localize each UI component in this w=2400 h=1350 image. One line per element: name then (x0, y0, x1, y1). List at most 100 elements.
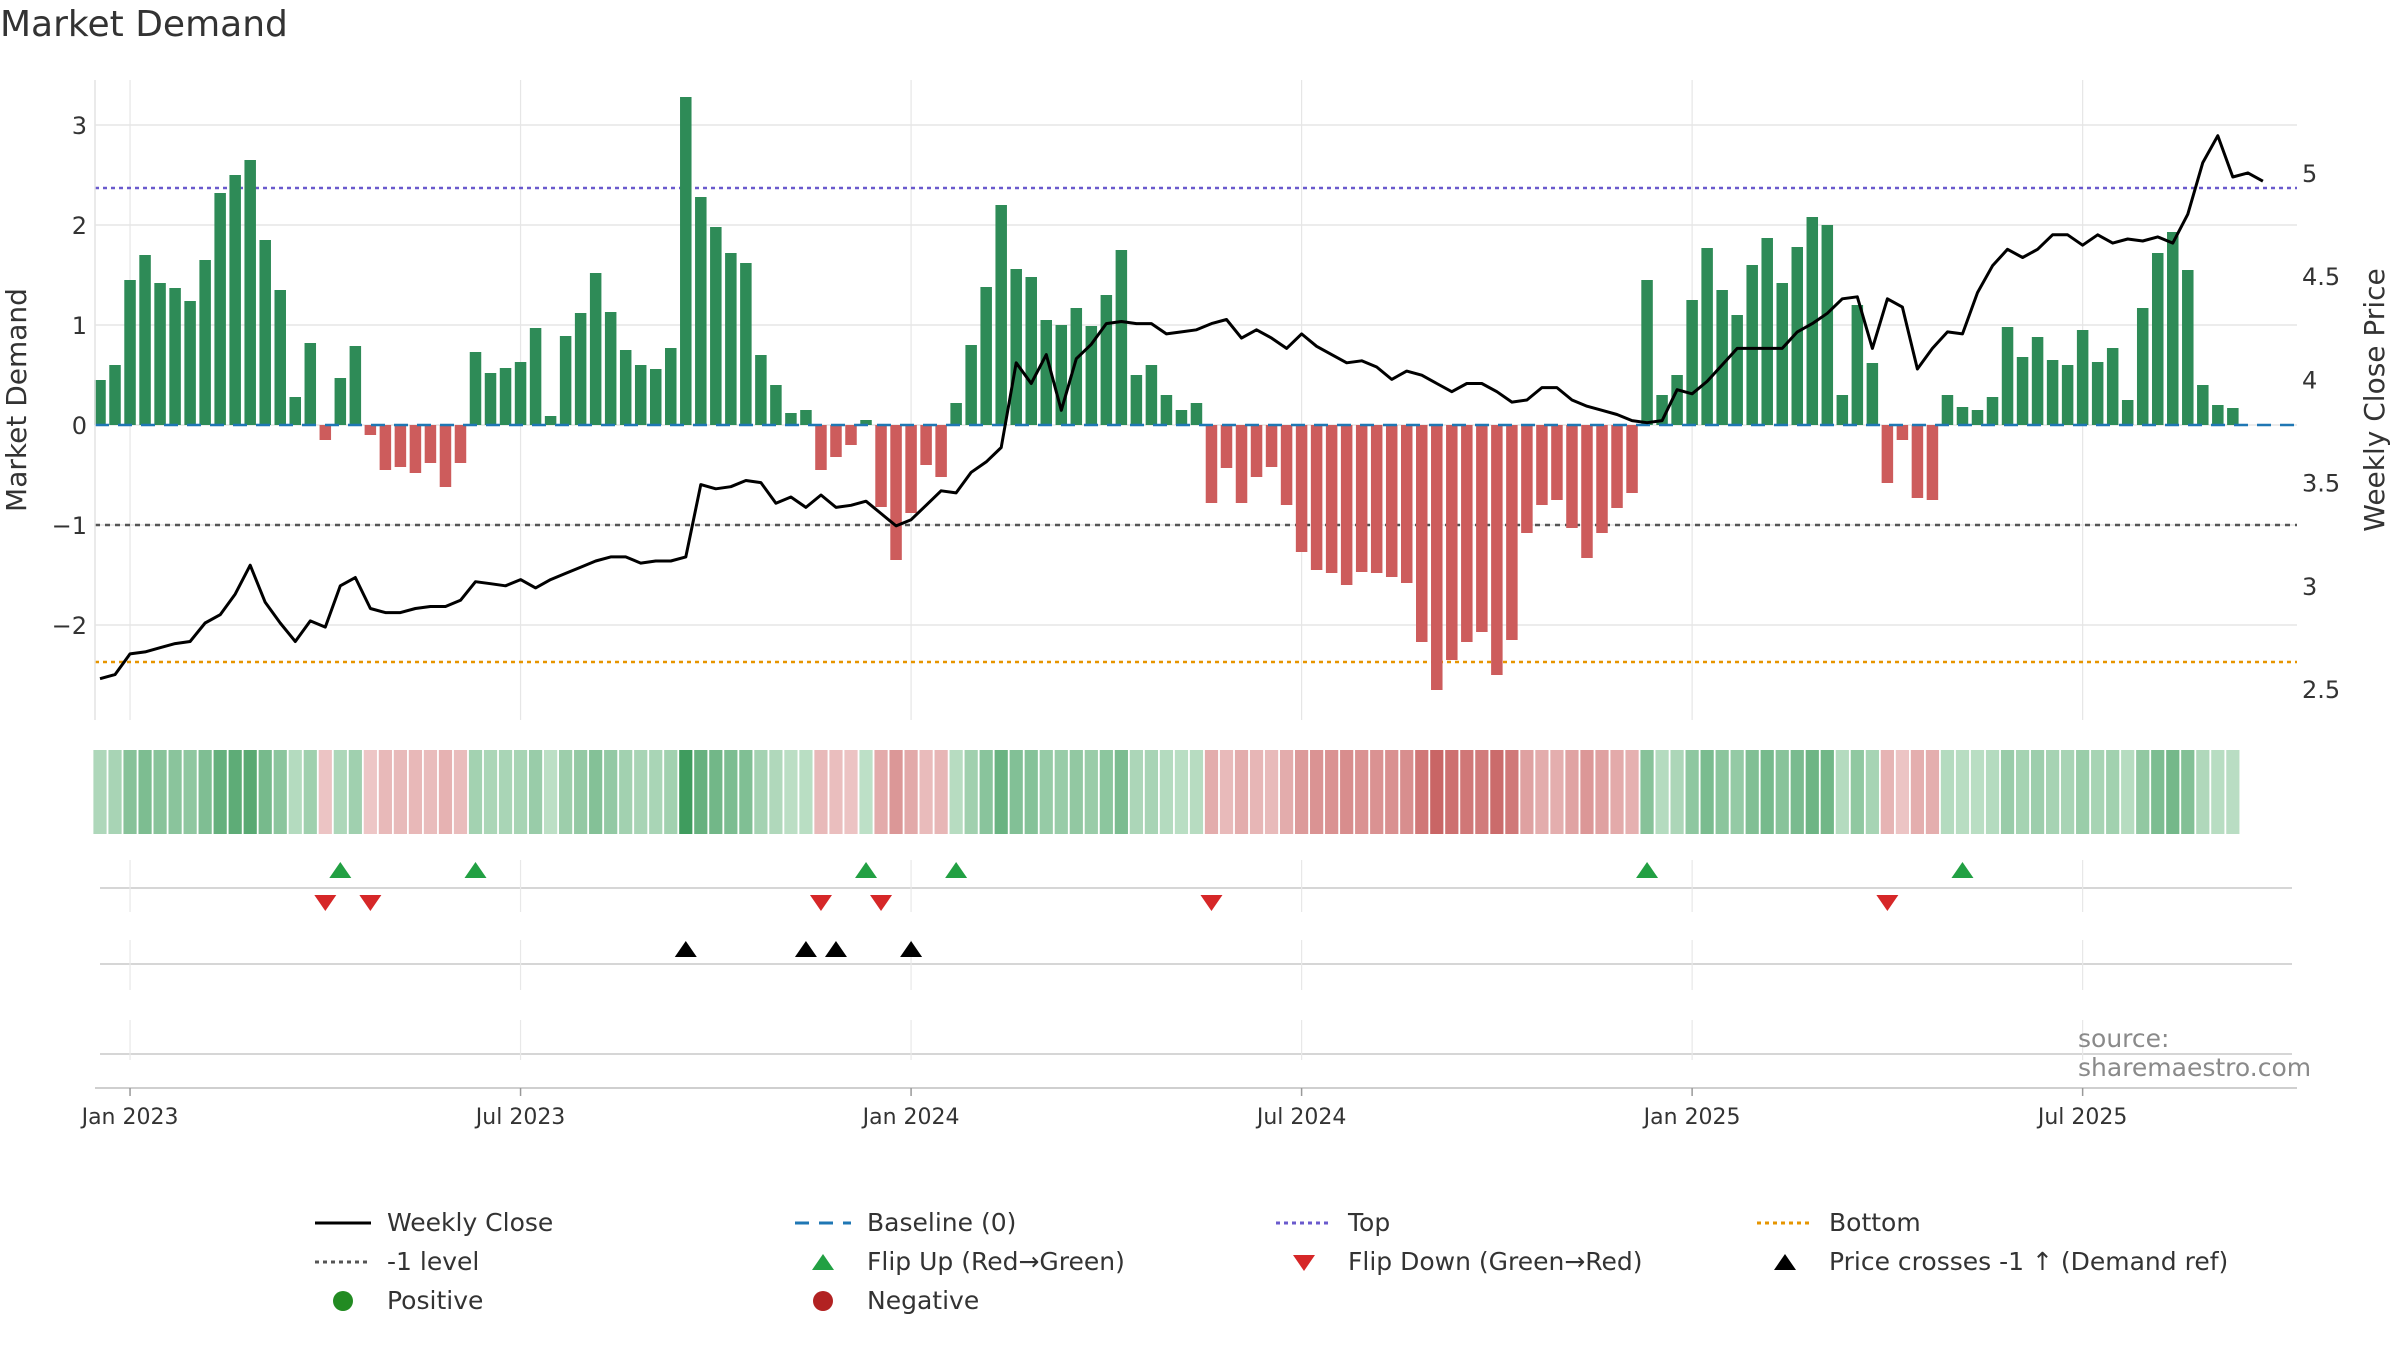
strip-cell (784, 750, 798, 834)
strip-cell (273, 750, 287, 834)
demand-bar (1626, 425, 1638, 493)
demand-bar (1265, 425, 1278, 467)
demand-bar (1536, 425, 1548, 505)
demand-bar (169, 288, 181, 425)
demand-heat-strip (93, 750, 2240, 834)
strip-cell (2181, 750, 2195, 834)
strip-cell (634, 750, 648, 834)
strip-cell (814, 750, 828, 834)
demand-bar (154, 283, 166, 425)
strip-cell (1985, 750, 2000, 834)
demand-bar (1761, 238, 1773, 425)
demand-bar (184, 301, 196, 425)
legend-label: Flip Down (Green→Red) (1348, 1247, 1643, 1276)
price-cross-marker (674, 941, 697, 957)
demand-bar (935, 425, 947, 477)
demand-bar (1280, 425, 1293, 505)
strip-cell (1670, 750, 1684, 834)
demand-bar (950, 403, 962, 425)
strip-cell (1490, 750, 1504, 834)
demand-bars (94, 97, 2239, 690)
strip-cell (1430, 750, 1444, 834)
strip-cell (303, 750, 317, 834)
strip-cell (1445, 750, 1459, 834)
strip-cell (453, 750, 468, 834)
strip-cell (378, 750, 392, 834)
right-axis-title: Weekly Close Price (2358, 268, 2391, 531)
demand-bar (469, 352, 482, 425)
demand-bar (1956, 407, 1969, 425)
demand-bar (920, 425, 932, 465)
strip-cell (1249, 750, 1264, 834)
demand-bar (815, 425, 827, 470)
demand-bar (980, 287, 992, 425)
strip-cell (1039, 750, 1053, 834)
strip-cell (2030, 750, 2045, 834)
strip-cell (258, 750, 272, 834)
demand-bar (454, 425, 467, 463)
strip-cell (1535, 750, 1549, 834)
strip-cell (829, 750, 843, 834)
demand-bar (394, 425, 407, 467)
strip-cell (1129, 750, 1143, 834)
tri-up-swatch-icon (1774, 1253, 1796, 1270)
strip-cell (2166, 750, 2180, 834)
strip-cell (2136, 750, 2150, 834)
dot-swatch-icon (1757, 1221, 1813, 1224)
demand-bar (1100, 295, 1113, 425)
demand-bar (1491, 425, 1503, 675)
demand-bar (770, 385, 782, 425)
flip-up-marker (945, 862, 968, 878)
strip-cell (123, 750, 137, 834)
x-tick-label: Jul 2025 (2036, 1105, 2128, 1130)
demand-bar (544, 416, 557, 425)
legend-item: Bottom (1755, 1208, 1921, 1237)
demand-bar (1686, 300, 1698, 425)
x-tick-label: Jul 2023 (474, 1105, 566, 1130)
strip-cell (2121, 750, 2135, 834)
strip-cell (1880, 750, 1894, 834)
demand-bar (409, 425, 422, 473)
x-tick-label: Jan 2023 (80, 1105, 179, 1130)
strip-cell (2106, 750, 2120, 834)
strip-cell (1295, 750, 1309, 834)
legend-item: Flip Up (Red→Green) (793, 1247, 1125, 1276)
strip-cell (949, 750, 963, 834)
price-cross-marker (794, 941, 817, 957)
demand-bar (109, 365, 121, 425)
strip-cell (1730, 750, 1744, 834)
demand-bar (379, 425, 392, 470)
strip-cell (2000, 750, 2015, 834)
strip-cell (1385, 750, 1399, 834)
strip-cell (604, 750, 618, 834)
strip-cell (589, 750, 603, 834)
strip-cell (979, 750, 993, 834)
strip-cell (1355, 750, 1369, 834)
demand-bar (424, 425, 437, 463)
strip-cell (874, 750, 888, 834)
demand-bar (1175, 410, 1188, 425)
strip-cell (2196, 750, 2210, 834)
strip-cell (108, 750, 122, 834)
demand-bar (755, 355, 767, 425)
strip-cell (1775, 750, 1789, 834)
strip-cell (1910, 750, 1925, 834)
strip-cell (1174, 750, 1189, 834)
demand-bar (529, 328, 542, 425)
strip-cell (393, 750, 407, 834)
strip-cell (183, 750, 197, 834)
demand-bar (1716, 290, 1728, 425)
strip-cell (1640, 750, 1654, 834)
demand-bar (1025, 277, 1037, 425)
strip-cell (1024, 750, 1038, 834)
demand-bar (1040, 320, 1053, 425)
left-tick-label: 1 (72, 312, 87, 340)
strip-cell (1595, 750, 1609, 834)
demand-bar (1986, 397, 1999, 425)
strip-cell (1325, 750, 1339, 834)
strip-cell (1655, 750, 1669, 834)
strip-cell (1400, 750, 1414, 834)
price-cross-marker (900, 941, 923, 957)
demand-bar (1911, 425, 1924, 498)
strip-cell (1835, 750, 1849, 834)
